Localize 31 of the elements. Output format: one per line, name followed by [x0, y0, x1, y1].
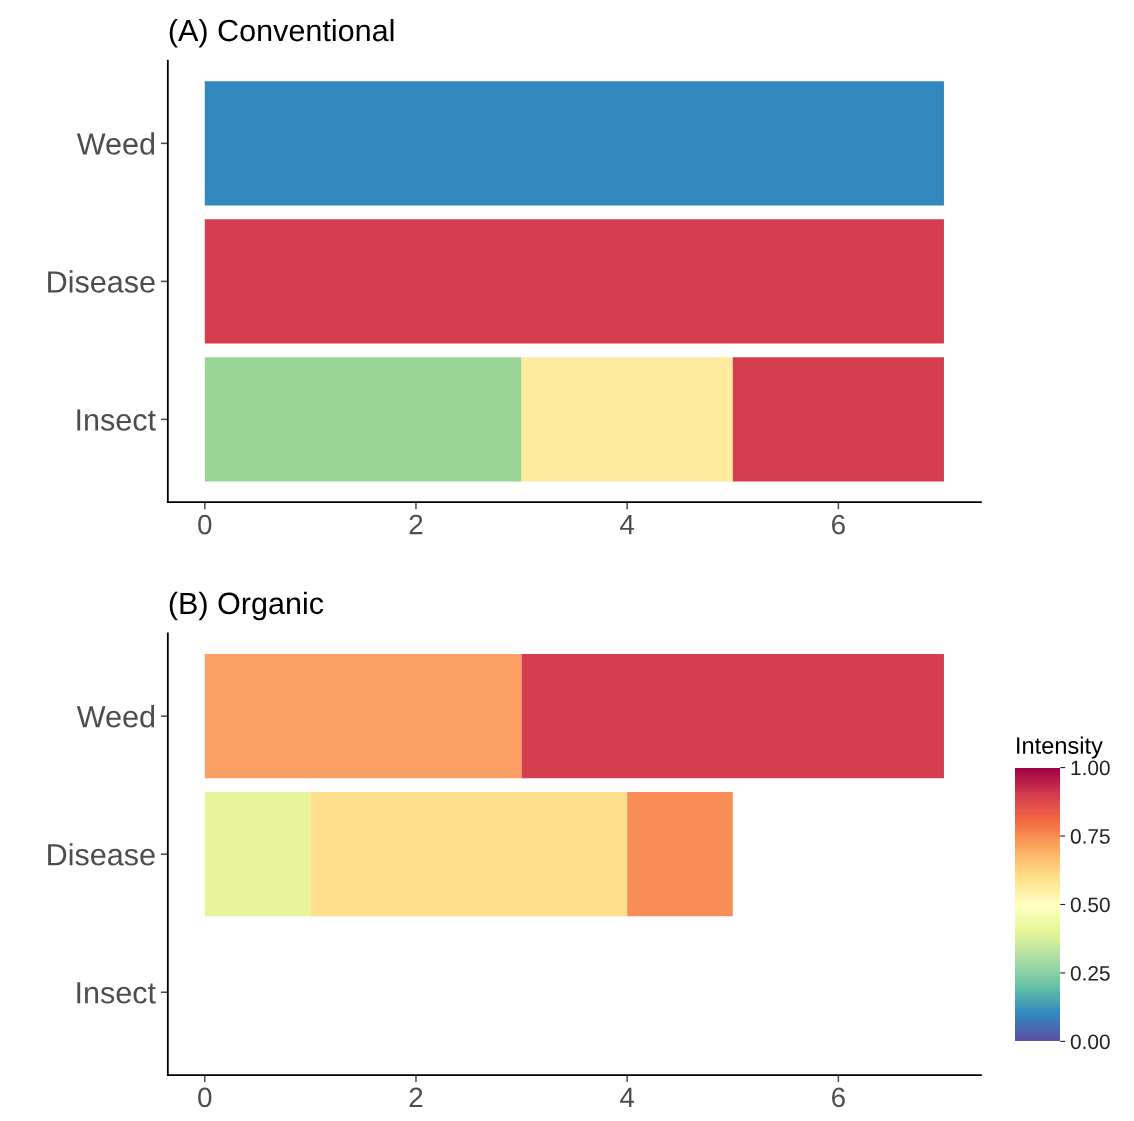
y-tick-label: Disease — [48, 843, 155, 866]
x-tick-label: 2 — [409, 514, 423, 535]
bar — [204, 81, 944, 206]
bar — [627, 792, 733, 917]
y-tick-label: Weed — [76, 705, 155, 728]
color-bar-label: 0.00 — [1070, 1034, 1110, 1050]
bar — [732, 357, 944, 482]
y-tick-label: Weed — [76, 132, 155, 155]
bar — [521, 654, 944, 779]
color-bar-label: 1.00 — [1071, 760, 1110, 776]
bar — [310, 792, 628, 917]
color-bar-label: 0.50 — [1070, 897, 1110, 913]
color-bar-label: 0.25 — [1070, 965, 1110, 981]
y-tick-label: Insect — [77, 409, 156, 431]
color-bar-title: Intensity — [1017, 736, 1103, 759]
x-tick-label: 4 — [620, 1087, 635, 1107]
chart-title: (A) Conventional — [169, 18, 394, 48]
color-bar-label: 0.75 — [1070, 829, 1110, 844]
y-tick-label: Insect — [77, 982, 156, 1004]
bar — [204, 792, 311, 917]
chart-title: (B) Organic — [169, 591, 324, 621]
x-tick-label: 0 — [198, 514, 212, 535]
x-tick-label: 2 — [409, 1087, 423, 1107]
y-tick-label: Disease — [48, 270, 155, 293]
x-tick-label: 6 — [832, 514, 845, 535]
bar — [204, 357, 522, 482]
x-tick-label: 0 — [198, 1087, 212, 1108]
x-tick-label: 6 — [832, 1087, 845, 1108]
bar — [204, 654, 522, 779]
x-tick-label: 4 — [620, 515, 635, 535]
bar — [521, 357, 733, 482]
